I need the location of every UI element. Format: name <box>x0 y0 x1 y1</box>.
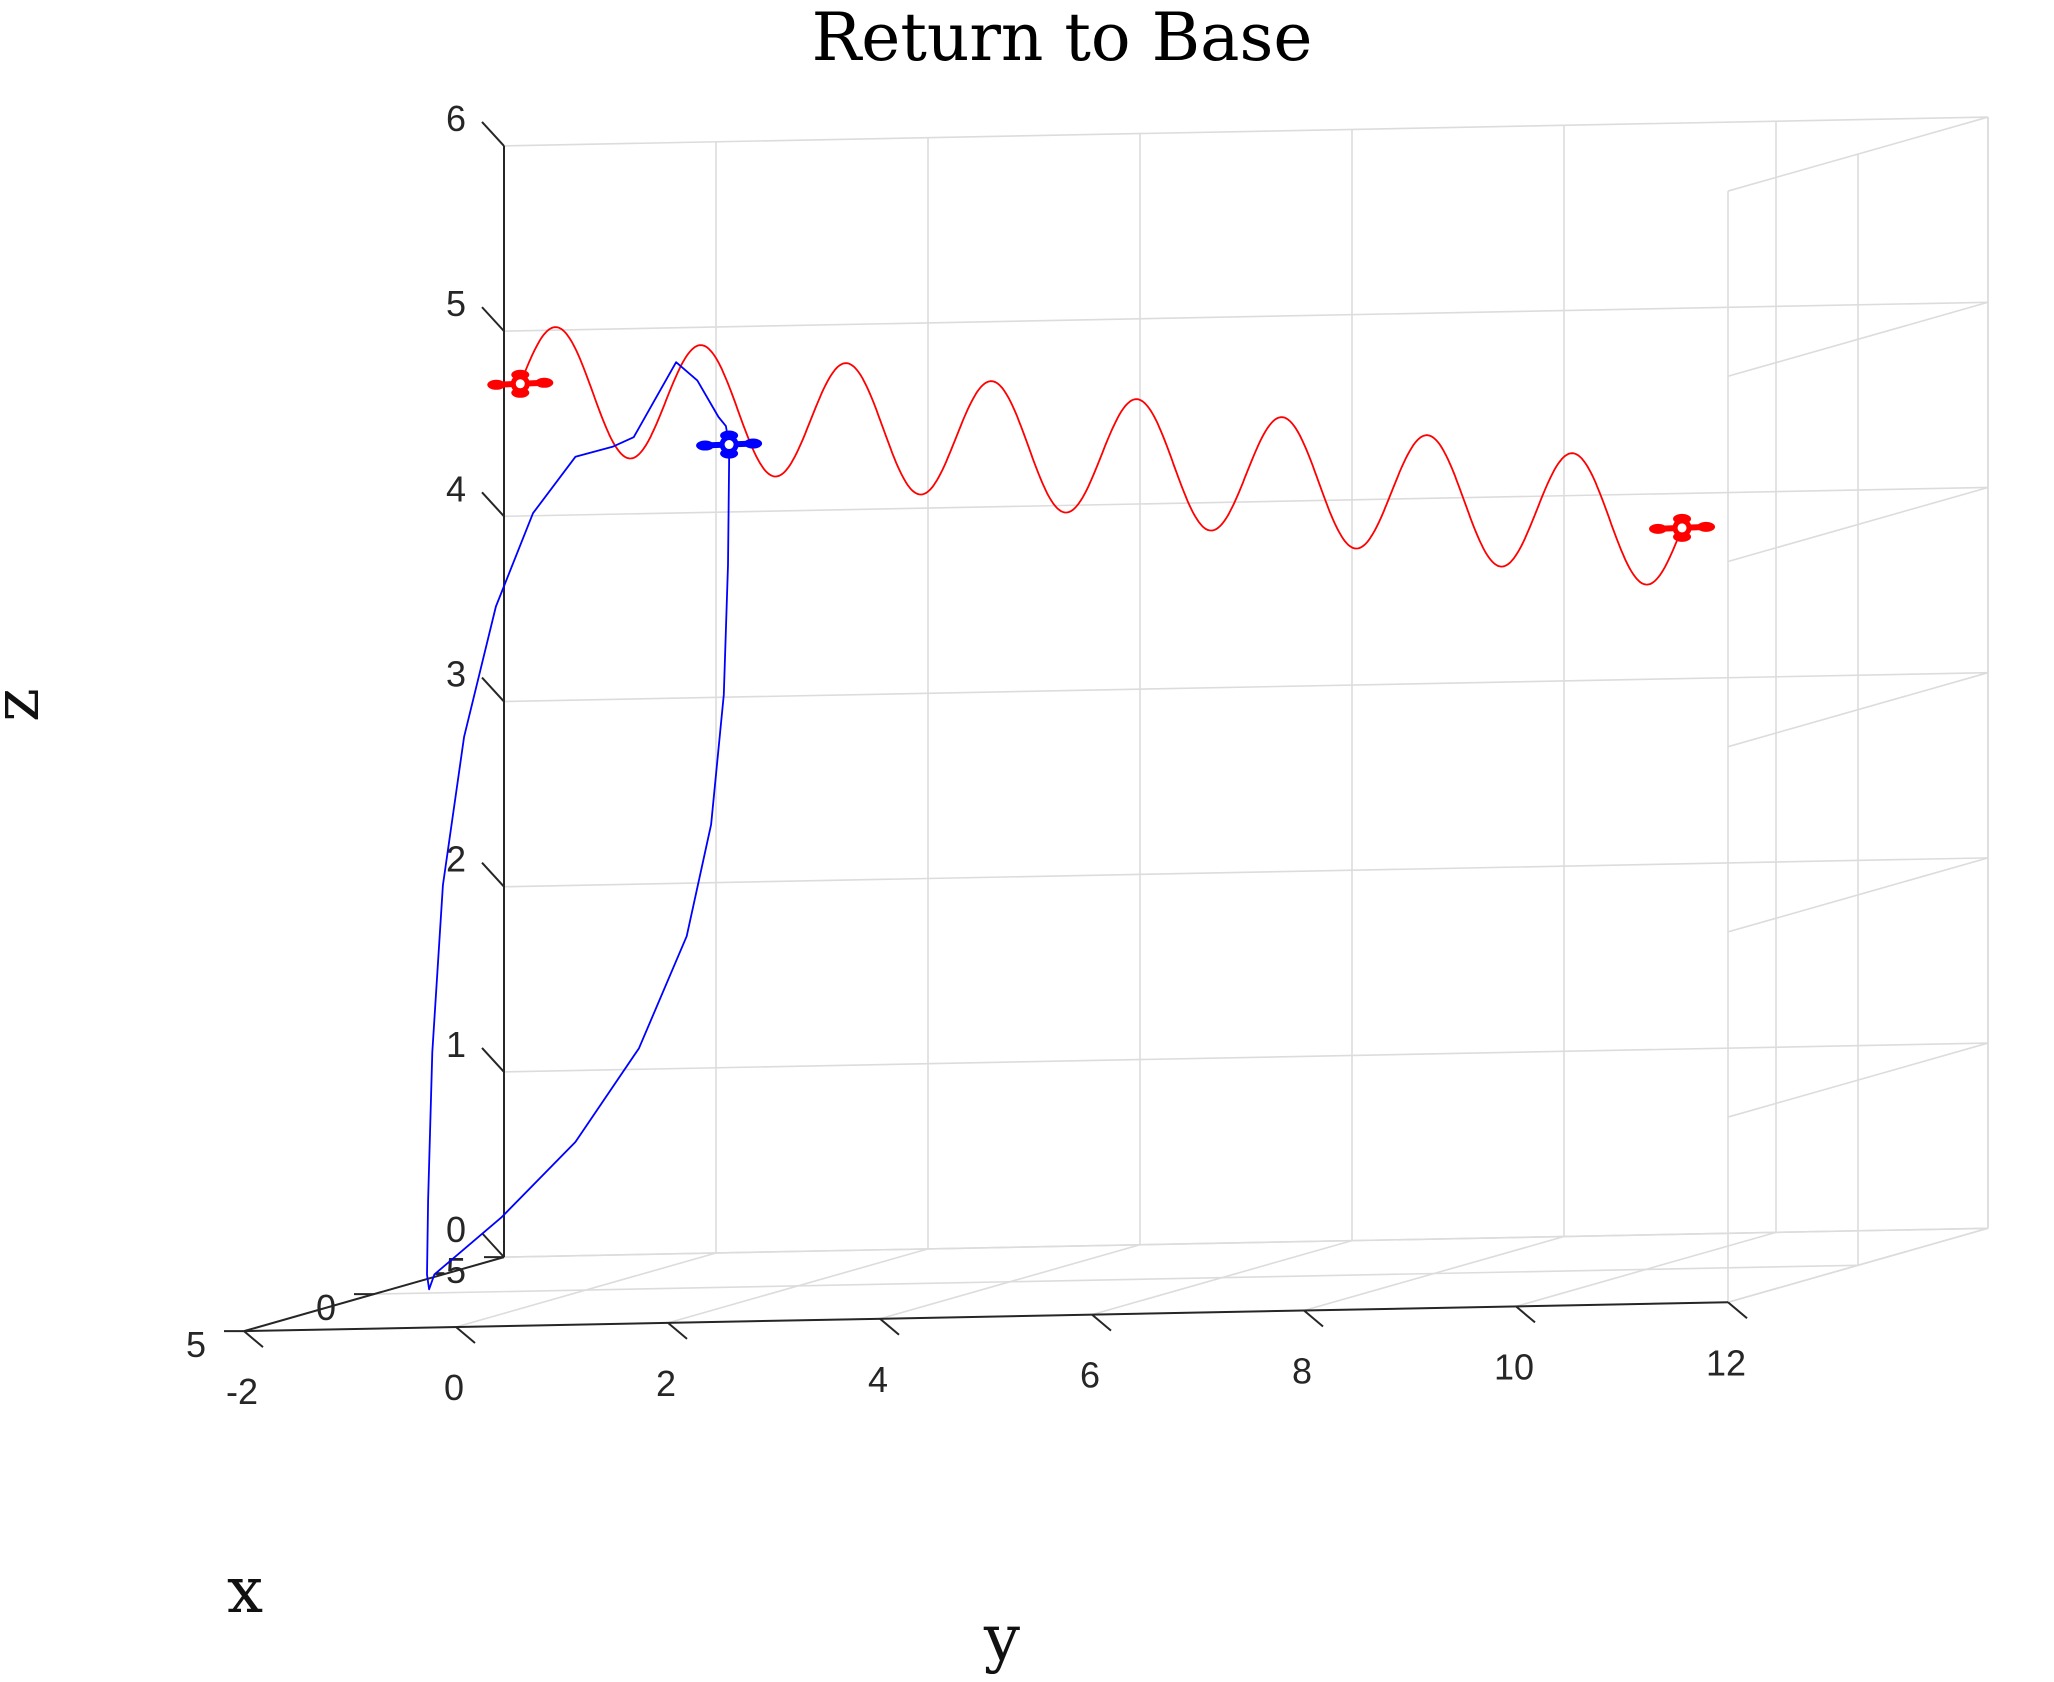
y-tick-label: 4 <box>868 1359 888 1400</box>
z-tick-mark <box>481 306 505 332</box>
grid-line-back-z <box>503 486 1989 518</box>
z-axis-label: z <box>0 688 54 722</box>
y-tick-label: 6 <box>1080 1355 1100 1396</box>
quad-rotor <box>535 377 554 388</box>
y-axis-label: y <box>983 1602 1020 1676</box>
series-return-end-marker <box>696 430 763 459</box>
y-tick-label: 10 <box>1494 1346 1534 1387</box>
quad-rotor <box>696 440 715 451</box>
grid-line-side-z <box>1727 301 1989 378</box>
quad-body <box>510 374 530 394</box>
grid-line-back-z <box>503 301 1989 332</box>
quad-rotor <box>487 379 506 390</box>
y-tick-label: 12 <box>1706 1342 1746 1383</box>
z-tick-mark <box>481 676 505 703</box>
grid-line-floor-x <box>373 1264 1859 1295</box>
z-tick-mark <box>481 121 505 147</box>
y-tick-mark <box>1303 1309 1324 1328</box>
grid-line-back-z <box>503 671 1989 703</box>
grid-line-side-z <box>1727 671 1989 748</box>
series-reference-end-marker <box>1649 513 1716 542</box>
y-tick-mark <box>455 1326 476 1344</box>
z-tick-label: 2 <box>446 839 466 880</box>
z-tick-label: 5 <box>446 283 466 324</box>
x-tick-label: 0 <box>316 1287 336 1328</box>
z-tick-label: 1 <box>446 1024 466 1065</box>
quad-rotor <box>1649 523 1668 534</box>
quad-rotor <box>744 438 763 449</box>
grid-line-side-z <box>1727 1042 1989 1118</box>
y-tick-mark <box>879 1317 900 1336</box>
y-tick-label: 2 <box>656 1363 676 1404</box>
y-tick-label: 8 <box>1292 1351 1312 1392</box>
x-axis-label: x <box>227 1554 263 1628</box>
grid-line-back-z <box>503 857 1989 888</box>
quad-rotor <box>1697 521 1716 532</box>
z-tick-mark <box>481 862 505 888</box>
grid-line-side-z <box>1727 116 1989 192</box>
grid-line-back-z <box>503 116 1989 147</box>
y-tick-mark <box>243 1330 264 1348</box>
grid <box>243 116 1989 1332</box>
z-tick-label: 4 <box>446 468 466 509</box>
z-tick-mark <box>481 1232 505 1258</box>
z-tick-mark <box>481 1047 505 1073</box>
z-tick-label: 6 <box>446 98 466 139</box>
y-tick-mark <box>1091 1313 1112 1332</box>
y-axis-line <box>243 1301 1729 1333</box>
grid-line-side-z <box>1727 1227 1989 1304</box>
series-reference-start-marker <box>487 369 554 398</box>
grid-line-side-z <box>1727 857 1989 933</box>
series <box>426 326 1683 1291</box>
y-tick-mark <box>1515 1305 1536 1324</box>
y-tick-mark <box>667 1322 688 1340</box>
markers <box>487 369 1716 542</box>
chart-title: Return to Base <box>812 0 1313 76</box>
grid-line-back-z <box>503 1042 1989 1073</box>
grid-line-back-z <box>503 1227 1989 1258</box>
z-tick-mark <box>481 491 505 517</box>
axes <box>224 121 1748 1348</box>
series-return-line <box>426 361 730 1291</box>
x-tick-label: 5 <box>186 1324 206 1365</box>
series-reference-line <box>519 326 1683 586</box>
z-tick-label: 3 <box>446 654 466 695</box>
z-tick-label: 0 <box>446 1209 466 1250</box>
quad-body <box>1672 518 1692 538</box>
grid-line-side-z <box>1727 486 1989 563</box>
y-tick-mark <box>1727 1301 1748 1320</box>
quad-body <box>719 435 739 455</box>
y-tick-label: 0 <box>444 1367 464 1408</box>
y-tick-label: -2 <box>226 1371 258 1412</box>
